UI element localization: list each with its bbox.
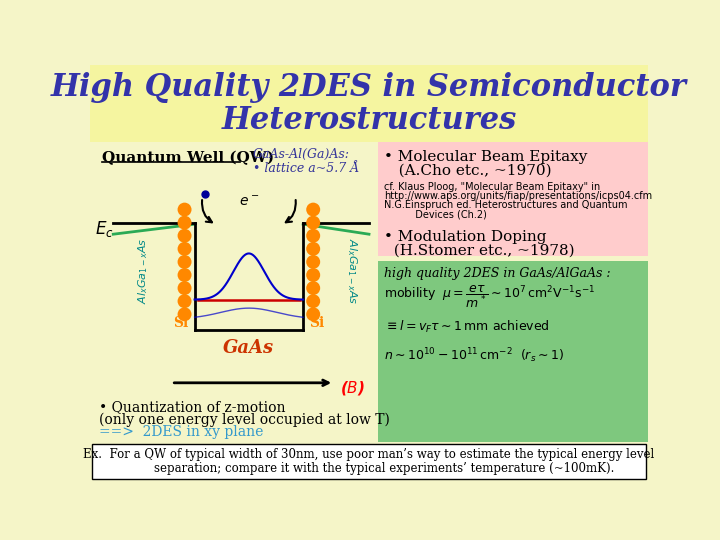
Text: $E_c$: $E_c$ [94,219,113,239]
Circle shape [178,255,192,269]
Text: GaAs-Al(Ga)As:: GaAs-Al(Ga)As: [253,148,350,161]
Text: • Modulation Doping: • Modulation Doping [384,231,547,244]
Circle shape [178,281,192,295]
Text: Ex.  For a QW of typical width of 30nm, use poor man’s way to estimate the typic: Ex. For a QW of typical width of 30nm, u… [84,448,654,461]
Circle shape [306,229,320,242]
Text: Devices (Ch.2): Devices (Ch.2) [384,210,487,220]
Text: $\equiv l = v_F\tau \sim 1\,\mathrm{mm}$ achieved: $\equiv l = v_F\tau \sim 1\,\mathrm{mm}$… [384,319,550,335]
Circle shape [178,268,192,282]
Circle shape [178,229,192,242]
Text: • Quantization of z-motion: • Quantization of z-motion [99,400,286,414]
Text: GaAs: GaAs [223,339,274,357]
Text: $Al_xGa_{1-x}As$: $Al_xGa_{1-x}As$ [345,238,359,304]
Text: $n \sim 10^{10} - 10^{11}\,\mathrm{cm}^{-2}$  $(r_s \sim 1)$: $n \sim 10^{10} - 10^{11}\,\mathrm{cm}^{… [384,346,564,365]
Text: Quantum Well (QW): Quantum Well (QW) [102,151,274,165]
Text: high quality 2DES in GaAs/AlGaAs :: high quality 2DES in GaAs/AlGaAs : [384,267,611,280]
Circle shape [306,255,320,269]
Text: http://www.aps.org/units/fiap/presentations/icps04.cfm: http://www.aps.org/units/fiap/presentati… [384,191,652,201]
Circle shape [306,242,320,256]
Text: (A.Cho etc., ~1970): (A.Cho etc., ~1970) [384,164,552,177]
Circle shape [178,215,192,230]
Bar [90,65,648,142]
Text: cf. Klaus Ploog, "Molecular Beam Epitaxy" in: cf. Klaus Ploog, "Molecular Beam Epitaxy… [384,182,600,192]
Text: $e^-$: $e^-$ [239,195,259,209]
Text: N.G.Einspruch ed. Heterostructures and Quantum: N.G.Einspruch ed. Heterostructures and Q… [384,200,628,210]
Text: Si: Si [173,316,189,330]
Text: • lattice a~5.7 Å: • lattice a~5.7 Å [253,162,359,175]
Text: ==>  2DES in xy plane: ==> 2DES in xy plane [99,425,264,439]
Text: ($\mathbf{\mathit{B}}$): ($\mathbf{\mathit{B}}$) [340,379,364,397]
Bar [378,142,648,256]
Text: $Al_xGa_{1-x}As$: $Al_xGa_{1-x}As$ [136,238,150,304]
Text: mobility  $\mu = \dfrac{e\tau}{m^*} \sim 10^7\,\mathrm{cm}^2\mathrm{V}^{-1}\math: mobility $\mu = \dfrac{e\tau}{m^*} \sim … [384,284,595,310]
Bar [91,444,647,479]
Circle shape [306,215,320,230]
Text: (H.Stomer etc., ~1978): (H.Stomer etc., ~1978) [384,244,575,258]
Circle shape [306,281,320,295]
Circle shape [178,307,192,321]
Circle shape [306,307,320,321]
Bar [378,261,648,442]
Text: (only one energy level occupied at low T): (only one energy level occupied at low T… [99,413,390,427]
Text: • Molecular Beam Epitaxy: • Molecular Beam Epitaxy [384,150,588,164]
Circle shape [178,242,192,256]
Circle shape [306,268,320,282]
Circle shape [178,294,192,308]
Text: Si: Si [310,316,325,330]
Circle shape [306,202,320,217]
Text: Heterostructures: Heterostructures [221,105,517,136]
Bar [90,142,648,444]
Text: separation; compare it with the typical experiments’ temperature (~100mK).: separation; compare it with the typical … [124,462,614,475]
Circle shape [178,202,192,217]
Text: High Quality 2DES in Semiconductor: High Quality 2DES in Semiconductor [51,72,687,103]
Circle shape [306,294,320,308]
